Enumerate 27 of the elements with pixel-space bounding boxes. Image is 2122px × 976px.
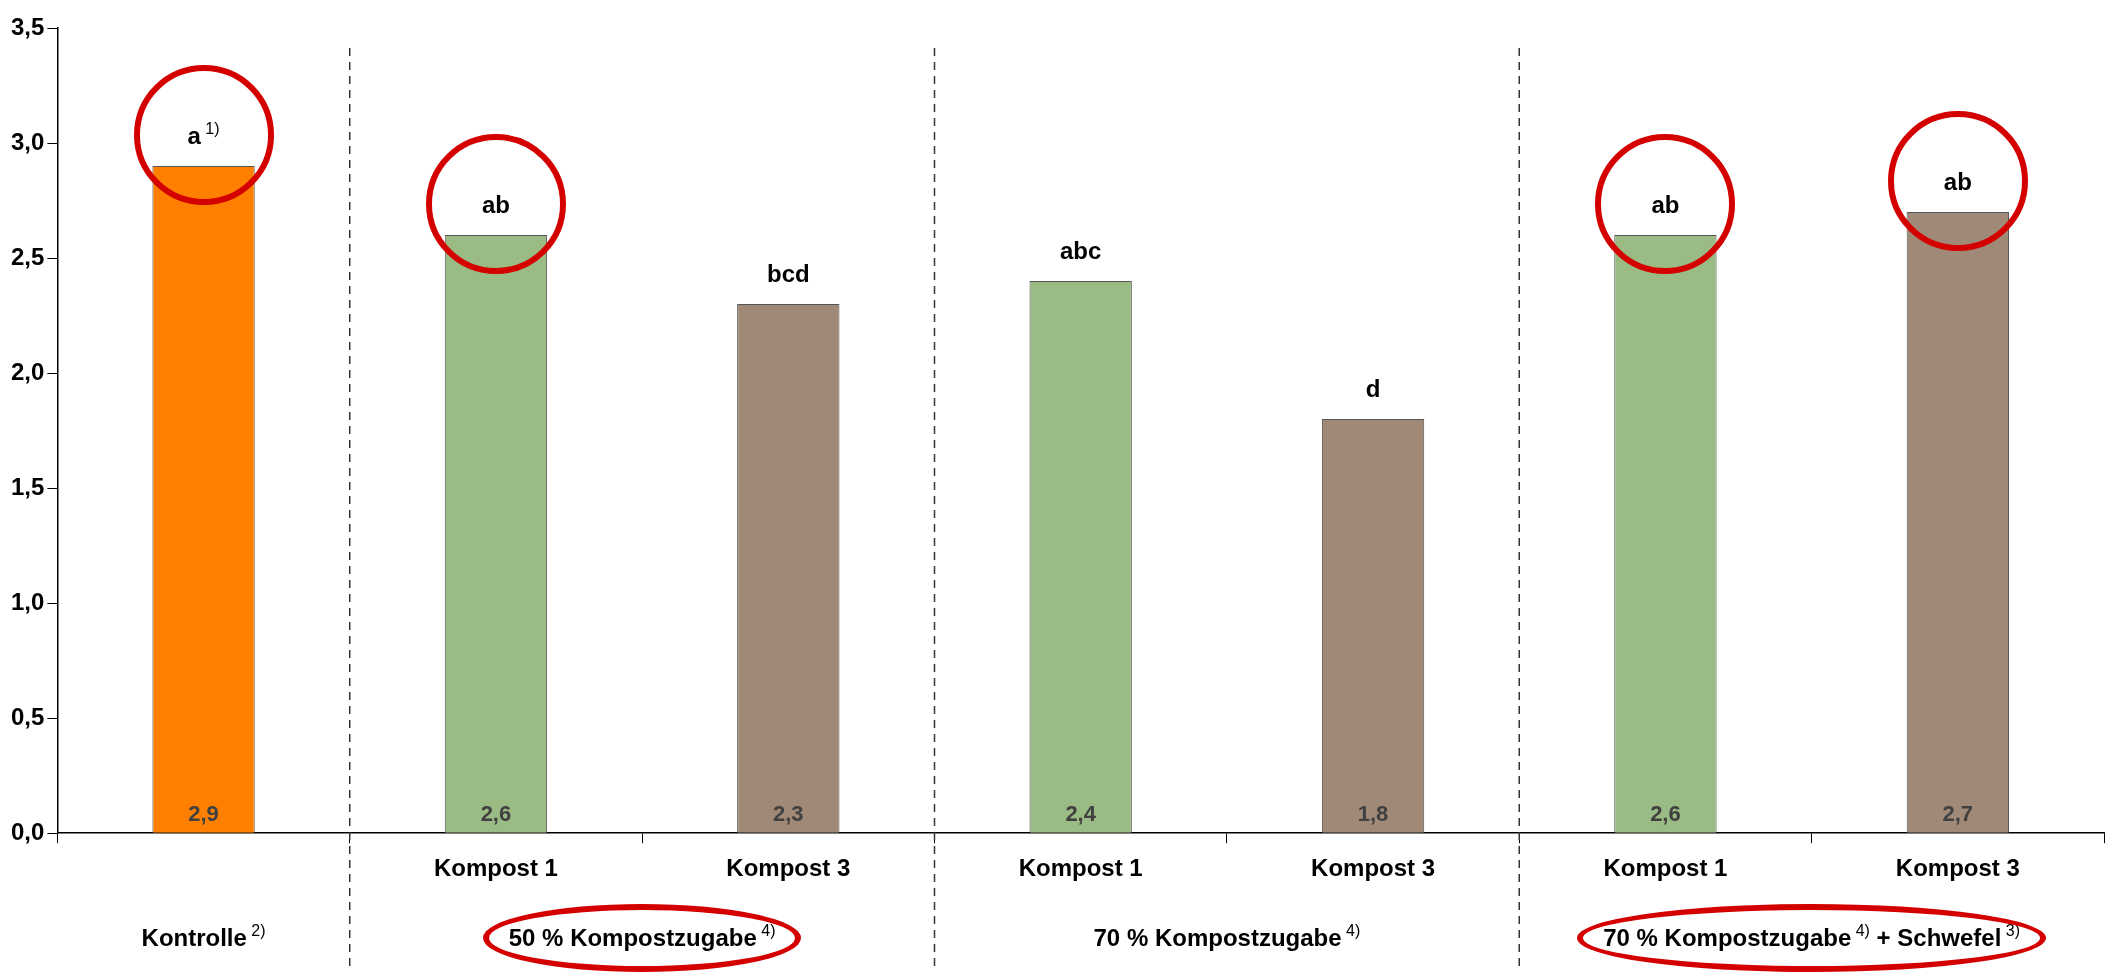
annotation: bcd xyxy=(766,260,810,288)
x-tick-label: Kompost 1 xyxy=(1018,854,1143,882)
y-tick-label: 2,0 xyxy=(10,357,45,385)
annotation: ab xyxy=(1651,191,1680,219)
x-tick-label: Kompost 3 xyxy=(1311,854,1436,882)
annotation: d xyxy=(1365,375,1381,403)
y-tick-label: 3,5 xyxy=(10,12,45,40)
data-label: 2,6 xyxy=(1650,801,1681,827)
annotation: ab xyxy=(1943,168,1972,196)
data-label: 2,7 xyxy=(1942,801,1974,827)
data-label: 1,8 xyxy=(1357,801,1389,827)
y-tick-label: 3,0 xyxy=(10,127,45,155)
annotation: ab xyxy=(481,191,510,219)
x-tick-label: Kompost 3 xyxy=(1895,854,2020,882)
y-tick-label: 1,5 xyxy=(10,472,45,500)
y-tick-label: 2,5 xyxy=(10,242,45,270)
y-tick-label: 0,0 xyxy=(10,817,45,845)
x-tick-label: Kompost 1 xyxy=(433,854,558,882)
x-tick-label: Kompost 1 xyxy=(1603,854,1728,882)
data-label: 2,6 xyxy=(480,801,512,827)
x-tick-label: Kompost 3 xyxy=(726,854,851,882)
data-label: 2,9 xyxy=(188,801,219,827)
annotation: abc xyxy=(1060,237,1102,265)
y-tick-label: 0,5 xyxy=(10,702,45,730)
data-label: 2,4 xyxy=(1065,801,1097,827)
y-tick-label: 1,0 xyxy=(10,587,45,615)
data-label: 2,3 xyxy=(773,801,804,827)
